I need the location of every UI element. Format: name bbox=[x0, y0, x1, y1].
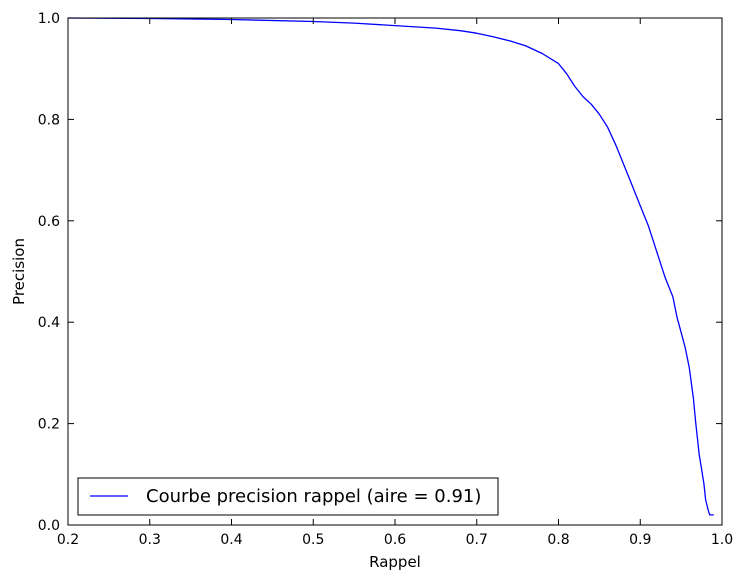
y-tick-label: 0.2 bbox=[38, 417, 60, 433]
legend-entry-label: Courbe precision rappel (aire = 0.91) bbox=[146, 486, 481, 507]
y-tick-label: 0.0 bbox=[38, 518, 60, 534]
series-layer bbox=[67, 17, 714, 516]
x-tick-label: 0.5 bbox=[302, 532, 324, 548]
x-tick-label: 0.8 bbox=[547, 532, 569, 548]
x-tick-label: 0.3 bbox=[139, 532, 161, 548]
x-tick-label: 0.6 bbox=[384, 532, 406, 548]
x-tick-label: 1.0 bbox=[711, 532, 733, 548]
plot-area-frame bbox=[67, 17, 723, 526]
y-tick-label: 0.8 bbox=[38, 112, 60, 128]
x-tick-label: 0.4 bbox=[220, 532, 242, 548]
x-tick-label: 0.7 bbox=[466, 532, 488, 548]
y-axis-label: Precision bbox=[10, 238, 28, 305]
legend: Courbe precision rappel (aire = 0.91) bbox=[77, 477, 499, 516]
x-axis-label: Rappel bbox=[369, 553, 421, 571]
series-line-0 bbox=[67, 17, 714, 516]
y-tick-label: 0.6 bbox=[38, 214, 60, 230]
y-axis-ticks: 0.0 0.2 0.4 0.6 0.8 1.0 bbox=[38, 11, 722, 534]
y-tick-label: 1.0 bbox=[38, 11, 60, 27]
y-tick-label: 0.4 bbox=[38, 315, 60, 331]
x-tick-label: 0.2 bbox=[57, 532, 79, 548]
x-tick-label: 0.9 bbox=[629, 532, 651, 548]
legend-box bbox=[77, 477, 499, 516]
x-axis-ticks: 0.2 0.3 0.4 0.5 0.6 0.7 0.8 0.9 1.0 bbox=[57, 18, 733, 548]
